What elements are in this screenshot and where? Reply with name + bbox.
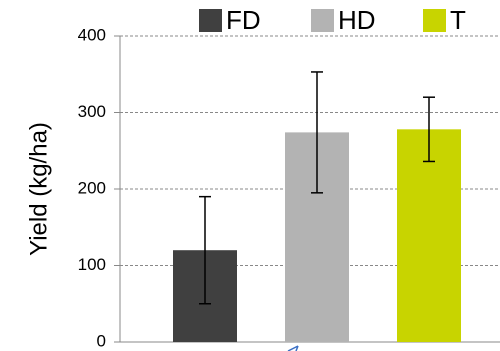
y-tick-label: 100 <box>78 255 106 274</box>
y-tick-label: 200 <box>78 178 106 197</box>
legend-swatch <box>423 9 446 32</box>
y-tick-label: 400 <box>78 25 106 44</box>
bar <box>397 129 461 342</box>
arrow-fragment <box>287 345 299 351</box>
legend-label: T <box>450 5 466 35</box>
legend-label: FD <box>226 5 261 35</box>
legend-swatch <box>199 9 222 32</box>
legend-label: HD <box>338 5 376 35</box>
y-tick-label: 300 <box>78 102 106 121</box>
legend-swatch <box>311 9 334 32</box>
y-axis-label: Yield (kg/ha) <box>25 122 52 256</box>
y-tick-label: 0 <box>97 331 106 350</box>
